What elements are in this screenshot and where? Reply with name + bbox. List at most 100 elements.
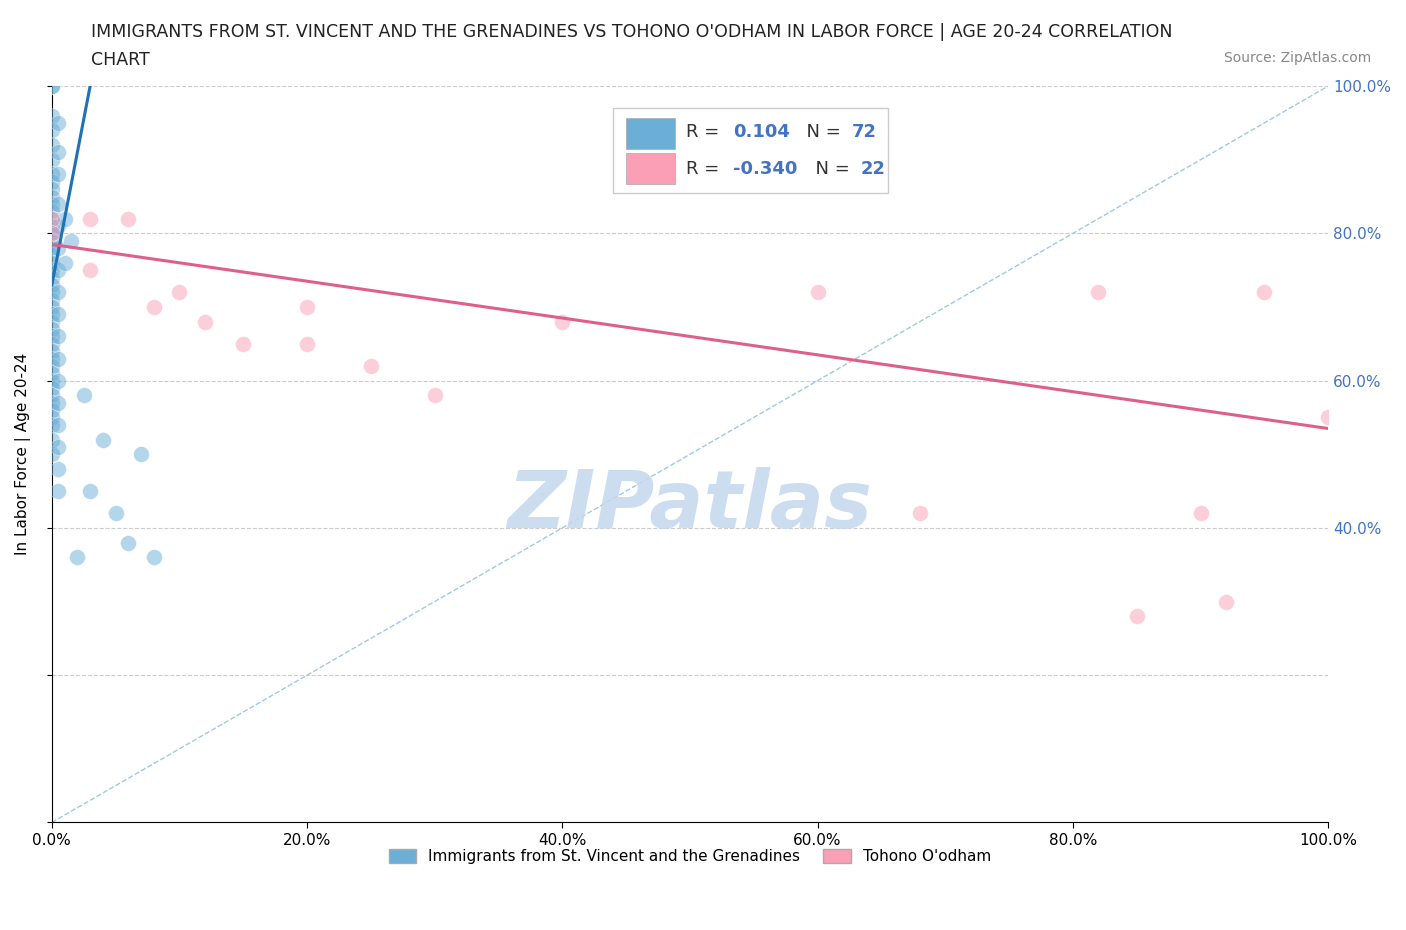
Point [41, 292, 63, 307]
Point [46, 241, 69, 256]
Point [41, 241, 63, 256]
Point [295, 299, 318, 314]
Point [41, 79, 63, 94]
Point [41, 329, 63, 344]
Point [53, 256, 76, 271]
Point [46, 329, 69, 344]
Point [194, 314, 217, 329]
Point [41, 395, 63, 410]
Point [1215, 594, 1237, 609]
Point [360, 358, 382, 373]
Point [423, 388, 446, 403]
Point [1087, 285, 1109, 299]
Point [41, 211, 63, 226]
FancyBboxPatch shape [613, 108, 887, 193]
Point [46, 285, 69, 299]
Point [41, 373, 63, 388]
Point [41, 418, 63, 432]
Point [41, 322, 63, 337]
Point [41, 365, 63, 380]
Point [1189, 506, 1212, 521]
Point [41, 108, 63, 123]
Point [41, 153, 63, 167]
Point [41, 403, 63, 418]
Point [807, 285, 830, 299]
Point [41, 277, 63, 292]
Legend: Immigrants from St. Vincent and the Grenadines, Tohono O'odham: Immigrants from St. Vincent and the Gren… [382, 843, 997, 870]
Point [41, 196, 63, 211]
Point [41, 432, 63, 447]
Point [46, 352, 69, 366]
Text: N =: N = [804, 160, 855, 178]
Point [91, 432, 114, 447]
Text: N =: N = [794, 123, 846, 140]
FancyBboxPatch shape [626, 118, 675, 149]
Point [41, 344, 63, 359]
Point [41, 446, 63, 461]
Point [41, 248, 63, 263]
Point [129, 446, 152, 461]
Point [41, 358, 63, 373]
Text: -0.340: -0.340 [734, 160, 797, 178]
Point [66, 550, 89, 565]
Point [41, 226, 63, 241]
Point [79, 263, 101, 278]
Point [117, 211, 139, 226]
Text: ZIPatlas: ZIPatlas [508, 467, 873, 545]
Point [1317, 410, 1340, 425]
Point [46, 395, 69, 410]
Point [104, 506, 127, 521]
Point [46, 484, 69, 498]
Point [41, 337, 63, 352]
Point [46, 373, 69, 388]
Y-axis label: In Labor Force | Age 20-24: In Labor Force | Age 20-24 [15, 353, 31, 555]
Point [1253, 285, 1275, 299]
Point [1125, 609, 1147, 624]
Point [41, 123, 63, 138]
Point [41, 388, 63, 403]
Point [46, 167, 69, 182]
Point [41, 204, 63, 219]
Text: R =: R = [686, 123, 725, 140]
Point [41, 285, 63, 299]
Point [41, 219, 63, 233]
Point [41, 307, 63, 322]
Point [41, 226, 63, 241]
Point [908, 506, 931, 521]
Point [41, 138, 63, 153]
Point [142, 550, 165, 565]
Point [46, 219, 69, 233]
Point [41, 181, 63, 196]
Point [53, 211, 76, 226]
Point [41, 270, 63, 285]
Point [46, 461, 69, 476]
Point [46, 263, 69, 278]
Point [41, 211, 63, 226]
Point [41, 314, 63, 329]
FancyBboxPatch shape [626, 153, 675, 184]
Point [41, 380, 63, 395]
Point [41, 256, 63, 271]
Point [295, 337, 318, 352]
Text: Source: ZipAtlas.com: Source: ZipAtlas.com [1223, 51, 1371, 65]
Point [169, 285, 191, 299]
Point [79, 211, 101, 226]
Point [79, 484, 101, 498]
Point [41, 299, 63, 314]
Point [41, 189, 63, 204]
Point [46, 145, 69, 160]
Text: 0.104: 0.104 [734, 123, 790, 140]
Point [59, 233, 82, 248]
Text: R =: R = [686, 160, 725, 178]
Point [41, 263, 63, 278]
Point [41, 352, 63, 366]
Point [46, 440, 69, 455]
Point [46, 418, 69, 432]
Point [46, 196, 69, 211]
Text: 72: 72 [852, 123, 877, 140]
Point [41, 233, 63, 248]
Point [41, 79, 63, 94]
Point [551, 314, 574, 329]
Point [117, 535, 139, 550]
Point [73, 388, 96, 403]
